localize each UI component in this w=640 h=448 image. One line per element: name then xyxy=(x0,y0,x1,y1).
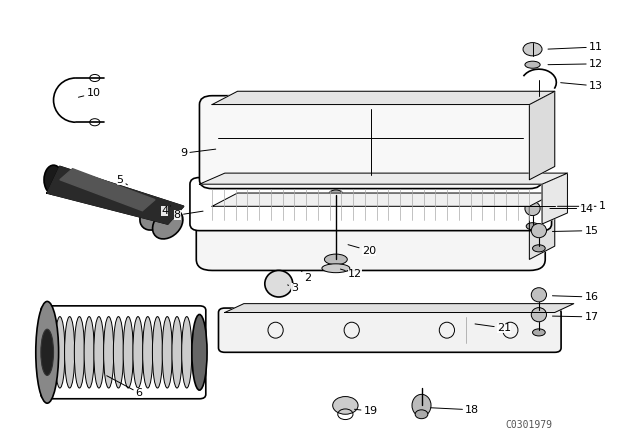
Ellipse shape xyxy=(265,271,292,297)
Ellipse shape xyxy=(152,317,163,388)
Ellipse shape xyxy=(41,329,54,375)
Ellipse shape xyxy=(74,317,84,388)
Ellipse shape xyxy=(44,165,63,194)
Polygon shape xyxy=(200,173,568,184)
Text: 13: 13 xyxy=(561,81,603,91)
Ellipse shape xyxy=(322,264,350,273)
Text: 2: 2 xyxy=(301,271,311,283)
Text: 9: 9 xyxy=(180,148,216,158)
Ellipse shape xyxy=(123,317,133,388)
Ellipse shape xyxy=(55,317,65,388)
Ellipse shape xyxy=(36,302,59,403)
Ellipse shape xyxy=(333,396,358,414)
Ellipse shape xyxy=(526,223,539,230)
FancyBboxPatch shape xyxy=(196,195,545,271)
Ellipse shape xyxy=(412,394,431,417)
Polygon shape xyxy=(225,304,574,313)
Polygon shape xyxy=(542,173,568,224)
Ellipse shape xyxy=(531,308,547,322)
Text: 3: 3 xyxy=(287,283,298,293)
Text: 4: 4 xyxy=(161,206,171,216)
Text: C0301979: C0301979 xyxy=(506,420,553,431)
Text: 19: 19 xyxy=(355,406,378,416)
Ellipse shape xyxy=(415,410,428,419)
Text: 8: 8 xyxy=(173,210,203,220)
Ellipse shape xyxy=(531,224,547,238)
Text: 1: 1 xyxy=(557,201,606,211)
Ellipse shape xyxy=(192,314,207,390)
Ellipse shape xyxy=(104,317,114,388)
Polygon shape xyxy=(529,193,555,259)
FancyBboxPatch shape xyxy=(200,96,542,189)
Text: 20: 20 xyxy=(348,245,376,255)
Ellipse shape xyxy=(152,209,183,239)
FancyBboxPatch shape xyxy=(218,308,561,352)
Text: 6: 6 xyxy=(107,376,143,398)
Ellipse shape xyxy=(328,190,344,201)
Polygon shape xyxy=(212,193,555,206)
Polygon shape xyxy=(529,91,555,180)
Ellipse shape xyxy=(172,317,182,388)
Text: 12: 12 xyxy=(340,268,362,279)
Text: 16: 16 xyxy=(552,292,598,302)
Text: 15: 15 xyxy=(552,226,598,236)
Polygon shape xyxy=(60,169,155,211)
Text: 18: 18 xyxy=(431,405,479,415)
Ellipse shape xyxy=(532,309,545,316)
Ellipse shape xyxy=(532,245,545,252)
Ellipse shape xyxy=(531,288,547,302)
Ellipse shape xyxy=(324,254,348,265)
Text: 17: 17 xyxy=(552,312,598,322)
Ellipse shape xyxy=(94,317,104,388)
Ellipse shape xyxy=(182,317,192,388)
Ellipse shape xyxy=(133,317,143,388)
Ellipse shape xyxy=(162,317,172,388)
FancyBboxPatch shape xyxy=(190,177,552,231)
Text: 12: 12 xyxy=(548,59,603,69)
Text: 11: 11 xyxy=(548,42,603,52)
Ellipse shape xyxy=(532,329,545,336)
Ellipse shape xyxy=(525,61,540,68)
Ellipse shape xyxy=(113,317,124,388)
Ellipse shape xyxy=(525,202,540,215)
Polygon shape xyxy=(47,167,184,224)
Ellipse shape xyxy=(84,317,94,388)
Ellipse shape xyxy=(523,43,542,56)
Text: 14: 14 xyxy=(550,203,593,214)
Polygon shape xyxy=(212,91,555,104)
Text: 21: 21 xyxy=(475,323,511,333)
Ellipse shape xyxy=(140,200,170,230)
Text: 5: 5 xyxy=(116,175,127,185)
Text: 10: 10 xyxy=(79,88,100,99)
Ellipse shape xyxy=(65,317,75,388)
Ellipse shape xyxy=(143,317,153,388)
